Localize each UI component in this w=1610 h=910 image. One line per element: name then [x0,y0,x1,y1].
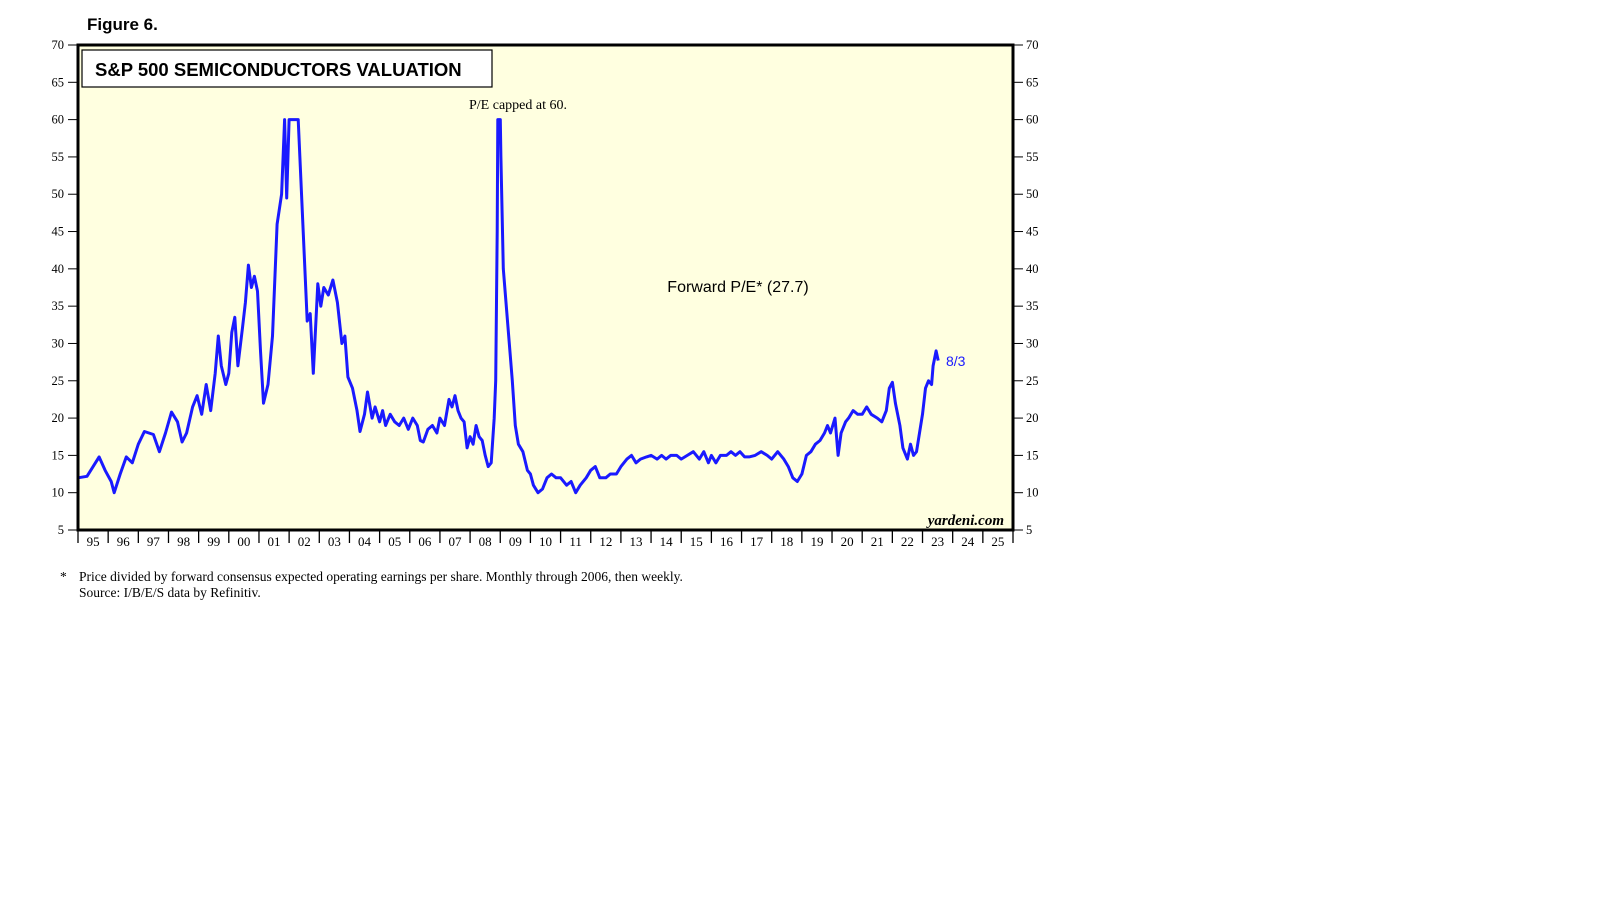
chart-title: S&P 500 SEMICONDUCTORS VALUATION [95,59,462,80]
y-tick-left-label: 65 [52,75,65,89]
x-tick-label: 97 [147,534,161,549]
x-tick-label: 17 [750,534,764,549]
y-tick-right-label: 65 [1026,75,1039,89]
x-tick-label: 16 [720,534,734,549]
y-tick-left-label: 40 [52,262,65,276]
y-tick-left-label: 30 [52,336,65,350]
y-axis-right: 5 10 15 20 25 30 35 40 45 50 55 60 65 70 [1013,38,1039,537]
plot-area [78,45,1013,530]
footnote-line-2: Source: I/B/E/S data by Refinitiv. [79,585,261,600]
footnote-marker: * [60,569,67,584]
x-tick-label: 08 [479,534,492,549]
y-tick-left-label: 20 [52,411,65,425]
x-tick-label: 00 [237,534,250,549]
x-tick-label: 10 [539,534,552,549]
cap-note: P/E capped at 60. [469,98,567,113]
x-tick-label: 07 [449,534,463,549]
x-tick-label: 99 [207,534,220,549]
x-tick-label: 24 [961,534,975,549]
y-tick-left-label: 25 [52,374,65,388]
y-tick-right-label: 70 [1026,38,1039,52]
x-tick-label: 01 [268,534,281,549]
x-tick-label: 22 [901,534,914,549]
figure-label: Figure 6. [87,15,158,34]
x-tick-label: 19 [810,534,823,549]
y-tick-right-label: 40 [1026,262,1039,276]
series-label: Forward P/E* (27.7) [667,279,808,296]
watermark: yardeni.com [926,513,1004,529]
x-tick-label: 98 [177,534,190,549]
y-tick-right-label: 30 [1026,336,1039,350]
y-tick-right-label: 45 [1026,225,1039,239]
x-tick-label: 11 [569,534,582,549]
x-tick-label: 02 [298,534,311,549]
x-tick-label: 09 [509,534,522,549]
y-tick-left-label: 55 [52,150,65,164]
y-tick-left-label: 15 [52,448,65,462]
y-axis-left: 5 10 15 20 25 30 35 40 45 50 55 60 65 70 [52,38,78,537]
x-tick-label: 95 [87,534,100,549]
y-tick-left-label: 45 [52,225,65,239]
x-tick-label: 96 [117,534,131,549]
x-tick-label: 18 [780,534,793,549]
y-tick-left-label: 60 [52,113,65,127]
plot-frame [76,43,1015,532]
y-tick-right-label: 5 [1026,523,1032,537]
y-tick-right-label: 50 [1026,187,1039,201]
y-tick-right-label: 60 [1026,113,1039,127]
y-tick-right-label: 10 [1026,486,1039,500]
y-tick-right-label: 20 [1026,411,1039,425]
x-tick-label: 21 [871,534,884,549]
x-tick-label: 03 [328,534,341,549]
y-tick-left-label: 10 [52,486,65,500]
y-tick-left-label: 50 [52,187,65,201]
title-box: S&P 500 SEMICONDUCTORS VALUATION [81,49,493,88]
x-tick-label: 12 [599,534,612,549]
y-tick-left-label: 5 [58,523,64,537]
x-tick-label: 25 [991,534,1004,549]
x-tick-label: 04 [358,534,372,549]
end-date-label: 8/3 [946,353,966,369]
x-tick-label: 14 [660,534,674,549]
y-tick-right-label: 25 [1026,374,1039,388]
series-line-forward-pe [77,118,940,495]
y-tick-left-label: 70 [52,38,65,52]
x-tick-label: 06 [418,534,432,549]
x-tick-label: 20 [841,534,854,549]
footnote: * Price divided by forward consensus exp… [60,569,683,601]
footnote-line-1: Price divided by forward consensus expec… [79,569,683,584]
x-axis: 95 96 97 98 99 00 01 02 03 04 05 06 07 08 09 10 11 12 13 14… [77,530,1014,549]
y-tick-right-label: 15 [1026,448,1039,462]
x-tick-label: 05 [388,534,401,549]
y-tick-left-label: 35 [52,299,65,313]
y-tick-right-label: 55 [1026,150,1039,164]
y-tick-right-label: 35 [1026,299,1039,313]
x-tick-label: 13 [629,534,642,549]
x-tick-label: 23 [931,534,944,549]
x-tick-label: 15 [690,534,703,549]
